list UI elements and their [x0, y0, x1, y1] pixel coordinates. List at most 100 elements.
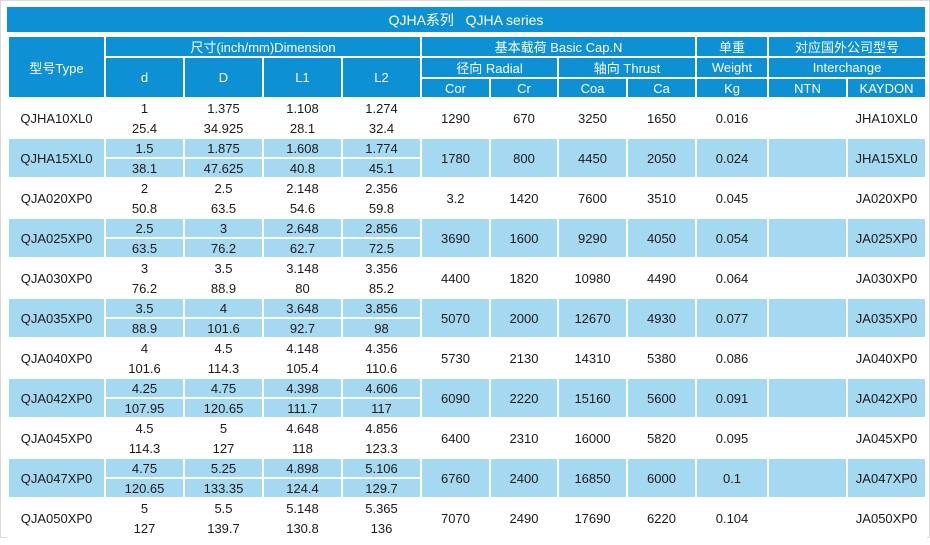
weight-kg-cell: 0.064 [695, 257, 770, 299]
dim-D-inch-cell: 3 [183, 217, 264, 239]
table-row-mm: 107.95 120.65 111.7 117 [8, 397, 926, 419]
table-row: QJA050XP0 5 5.5 5.148 5.365 7070 2490 17690 6220… [7, 497, 928, 539]
table-row: QJA042XP0 4.25 4.75 4.398 4.606 6090 2220 15160… [7, 377, 928, 419]
model-type-cell: QJA020XP0 [7, 177, 106, 219]
ntn-cell [767, 497, 849, 539]
table-row: QJHA15XL0 1.5 1.875 1.608 1.774 1780 800 4450 20… [7, 137, 928, 179]
dim-d-inch-cell: 4 [104, 337, 185, 359]
table-row: QJA025XP0 2.5 3 2.648 2.856 3690 1600 9290 4050 0… [7, 217, 928, 259]
dim-D-inch-cell: 1.375 [183, 97, 264, 119]
ca-cell: 6220 [626, 497, 698, 539]
dim-L2-inch-cell: 5.106 [340, 457, 423, 479]
cor-cell: 6400 [420, 417, 492, 459]
dim-D-mm-cell: 76.2 [183, 237, 264, 259]
cor-cell: 5730 [420, 337, 492, 379]
dim-d-inch-cell: 4.25 [104, 377, 185, 399]
dim-D-inch-cell: 5.25 [183, 457, 264, 479]
kaydon-cell: JHA10XL0 [846, 97, 928, 139]
dim-L2-mm-cell: 32.4 [340, 117, 423, 139]
model-type-cell: QJHA10XL0 [7, 97, 106, 139]
ca-cell: 5820 [626, 417, 698, 459]
col-header-kaydon: KAYDON [846, 77, 928, 99]
cor-cell: 4400 [420, 257, 492, 299]
header-row-units: Cor Cr Coa Ca Kg NTN KAYDON [8, 77, 928, 99]
table-row-mm: 127 139.7 130.8 136 [8, 517, 926, 539]
weight-kg-cell: 0.024 [695, 137, 770, 179]
ca-cell: 5600 [626, 377, 698, 419]
ntn-cell [767, 137, 849, 179]
col-header-radial: 径向 Radial [420, 56, 560, 79]
cor-cell: 3.2 [420, 177, 492, 219]
dim-D-mm-cell: 34.925 [183, 117, 264, 139]
dim-D-mm-cell: 63.5 [183, 197, 264, 219]
kaydon-cell: JA042XP0 [846, 377, 928, 419]
dim-d-mm-cell: 101.6 [104, 357, 185, 379]
ca-cell: 1650 [626, 97, 698, 139]
col-header-basic-cap: 基本载荷 Basic Cap.N [420, 35, 698, 58]
header-row-groups: 型号Type 尺寸(inch/mm)Dimension 基本载荷 Basic C… [7, 35, 928, 99]
table-row-mm: 25.4 34.925 28.1 32.4 [8, 117, 926, 139]
dim-L1-mm-cell: 124.4 [262, 477, 343, 499]
dim-L1-mm-cell: 118 [262, 437, 343, 459]
dim-D-inch-cell: 4.5 [183, 337, 264, 359]
cor-cell: 7070 [420, 497, 492, 539]
col-header-L1: L1 [262, 56, 343, 99]
table-row-mm: 63.5 76.2 62.7 72.5 [8, 237, 926, 259]
cr-cell: 2220 [489, 377, 560, 419]
dim-L1-mm-cell: 130.8 [262, 517, 343, 539]
dim-L1-mm-cell: 92.7 [262, 317, 343, 339]
dim-D-mm-cell: 47.625 [183, 157, 264, 179]
table-header: 型号Type 尺寸(inch/mm)Dimension 基本载荷 Basic C… [7, 35, 928, 99]
dim-d-mm-cell: 63.5 [104, 237, 185, 259]
col-header-weight-cn: 单重 [695, 35, 770, 58]
col-header-D: D [183, 56, 264, 99]
dim-L1-mm-cell: 111.7 [262, 397, 343, 419]
dim-L1-inch-cell: 1.608 [262, 137, 343, 159]
dim-L1-inch-cell: 3.148 [262, 257, 343, 279]
cor-cell: 3690 [420, 217, 492, 259]
cor-cell: 6760 [420, 457, 492, 499]
dim-d-inch-cell: 1 [104, 97, 185, 119]
table-row: QJA030XP0 3 3.5 3.148 3.356 4400 1820 10980 4490… [7, 257, 928, 299]
kaydon-cell: JA035XP0 [846, 297, 928, 339]
ca-cell: 3510 [626, 177, 698, 219]
dim-L2-mm-cell: 129.7 [340, 477, 423, 499]
dim-L2-mm-cell: 72.5 [340, 237, 423, 259]
model-type-cell: QJA045XP0 [7, 417, 106, 459]
model-type-cell: QJA040XP0 [7, 337, 106, 379]
ntn-cell [767, 417, 849, 459]
dim-d-mm-cell: 127 [104, 517, 185, 539]
ca-cell: 4490 [626, 257, 698, 299]
dim-L1-inch-cell: 2.648 [262, 217, 343, 239]
kaydon-cell: JA030XP0 [846, 257, 928, 299]
weight-kg-cell: 0.091 [695, 377, 770, 419]
cr-cell: 2490 [489, 497, 560, 539]
coa-cell: 3250 [557, 97, 629, 139]
ntn-cell [767, 97, 849, 139]
coa-cell: 12670 [557, 297, 629, 339]
dim-L2-inch-cell: 2.356 [340, 177, 423, 199]
dim-L2-inch-cell: 3.356 [340, 257, 423, 279]
table-row: QJA040XP0 4 4.5 4.148 4.356 5730 2130 14310 5380… [7, 337, 928, 379]
dim-L1-inch-cell: 3.648 [262, 297, 343, 319]
weight-kg-cell: 0.086 [695, 337, 770, 379]
table-row: QJA045XP0 4.5 5 4.648 4.856 6400 2310 16000 5820… [7, 417, 928, 459]
weight-kg-cell: 0.054 [695, 217, 770, 259]
table-row-mm: 76.2 88.9 80 85.2 [8, 277, 926, 299]
dim-d-inch-cell: 4.5 [104, 417, 185, 439]
model-type-cell: QJA035XP0 [7, 297, 106, 339]
col-header-coa: Coa [557, 77, 629, 99]
cr-cell: 2000 [489, 297, 560, 339]
table-row: QJHA10XL0 1 1.375 1.108 1.274 1290 670 3250 1650… [7, 97, 928, 139]
dim-L2-mm-cell: 136 [340, 517, 423, 539]
col-header-kg: Kg [695, 77, 770, 99]
dim-d-mm-cell: 76.2 [104, 277, 185, 299]
dim-D-mm-cell: 114.3 [183, 357, 264, 379]
dim-L1-inch-cell: 4.898 [262, 457, 343, 479]
dim-L2-inch-cell: 1.774 [340, 137, 423, 159]
dim-D-inch-cell: 5.5 [183, 497, 264, 519]
model-type-cell: QJHA15XL0 [7, 137, 106, 179]
dim-L2-inch-cell: 2.856 [340, 217, 423, 239]
dim-L2-mm-cell: 110.6 [340, 357, 423, 379]
col-header-cr: Cr [489, 77, 560, 99]
